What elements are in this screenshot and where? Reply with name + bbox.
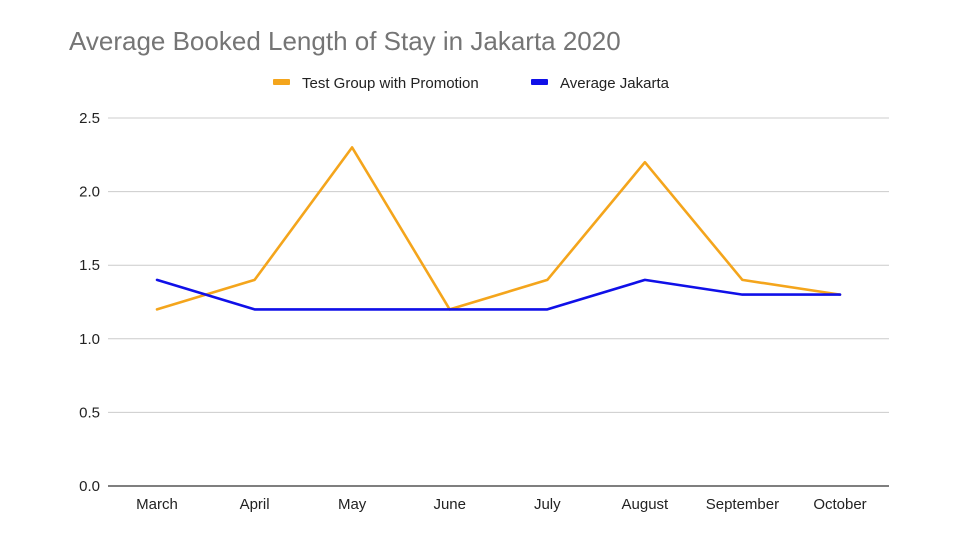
x-tick-label: April: [240, 496, 270, 513]
chart-title: Average Booked Length of Stay in Jakarta…: [69, 26, 621, 56]
x-tick-label: March: [136, 496, 178, 513]
x-tick-label: September: [706, 496, 779, 513]
legend-label-average-jakarta: Average Jakarta: [560, 75, 670, 92]
y-axis-ticks: 0.0 0.5 1.0 1.5 2.0 2.5: [79, 110, 100, 495]
legend-swatch-average-jakarta: [531, 79, 548, 85]
x-tick-label: July: [534, 496, 561, 513]
gridlines: [108, 117, 889, 413]
y-tick-label: 0.5: [79, 404, 100, 421]
x-tick-label: June: [433, 496, 466, 513]
x-tick-label: August: [622, 496, 670, 513]
y-tick-label: 1.5: [79, 257, 100, 274]
x-tick-label: October: [813, 496, 866, 513]
legend-swatch-test-group: [273, 79, 290, 85]
legend-label-test-group: Test Group with Promotion: [302, 75, 479, 92]
series-line-test-group: [155, 146, 842, 311]
legend: Test Group with Promotion Average Jakart…: [273, 75, 670, 92]
y-tick-label: 1.0: [79, 331, 100, 348]
x-tick-label: May: [338, 496, 367, 513]
y-tick-label: 0.0: [79, 478, 100, 495]
x-axis-ticks: March April May June July August September Octo…: [136, 496, 867, 513]
series-lines: [155, 146, 842, 311]
y-tick-label: 2.5: [79, 110, 100, 127]
y-tick-label: 2.0: [79, 184, 100, 201]
series-line-average-jakarta: [155, 278, 842, 311]
